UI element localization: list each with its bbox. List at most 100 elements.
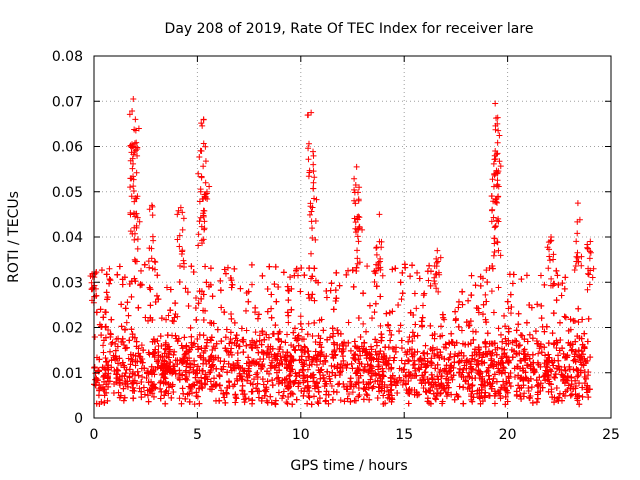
- data-point: [272, 322, 279, 329]
- data-point: [369, 315, 376, 322]
- data-point: [249, 281, 256, 288]
- data-point: [460, 352, 467, 359]
- data-point: [549, 330, 556, 337]
- data-point: [483, 267, 490, 274]
- data-point: [288, 390, 295, 397]
- data-point: [134, 368, 141, 375]
- data-point: [98, 332, 105, 339]
- data-point: [486, 376, 493, 383]
- data-point: [541, 344, 548, 351]
- data-point: [484, 330, 491, 337]
- data-point: [372, 348, 379, 355]
- data-point: [541, 281, 548, 288]
- data-point: [416, 356, 423, 363]
- data-point: [103, 289, 110, 296]
- data-point: [524, 338, 531, 345]
- data-point: [280, 388, 287, 395]
- data-point: [477, 395, 484, 402]
- data-point: [433, 385, 440, 392]
- data-point: [374, 394, 381, 401]
- data-point: [511, 374, 518, 381]
- data-point: [149, 390, 156, 397]
- data-point: [477, 273, 484, 280]
- data-point: [396, 365, 403, 372]
- data-point: [228, 339, 235, 346]
- data-point: [209, 293, 216, 300]
- data-point: [347, 375, 354, 382]
- data-point: [245, 298, 252, 305]
- data-point: [482, 291, 489, 298]
- data-point: [268, 399, 275, 406]
- data-point: [553, 384, 560, 391]
- data-point: [238, 325, 245, 332]
- data-point: [313, 361, 320, 368]
- data-point: [437, 333, 444, 340]
- data-point: [162, 400, 169, 407]
- data-point: [393, 344, 400, 351]
- data-point: [584, 286, 591, 293]
- grid: [94, 56, 611, 418]
- data-point: [100, 342, 107, 349]
- data-point: [451, 396, 458, 403]
- data-point: [154, 337, 161, 344]
- data-point: [304, 366, 311, 373]
- data-point: [575, 347, 582, 354]
- data-point: [550, 341, 557, 348]
- data-point: [268, 305, 275, 312]
- data-point: [261, 387, 268, 394]
- data-point: [196, 400, 203, 407]
- data-point: [306, 295, 313, 302]
- data-point: [300, 336, 307, 343]
- data-point: [403, 351, 410, 358]
- data-point: [399, 381, 406, 388]
- data-point: [207, 265, 214, 272]
- data-point: [194, 393, 201, 400]
- data-point: [372, 300, 379, 307]
- data-point: [311, 297, 318, 304]
- data-point: [128, 356, 135, 363]
- data-point: [253, 338, 260, 345]
- data-point: [107, 334, 114, 341]
- data-point: [472, 367, 479, 374]
- data-point: [553, 345, 560, 352]
- data-point: [207, 378, 214, 385]
- data-point: [407, 273, 414, 280]
- data-point: [259, 376, 266, 383]
- data-point: [537, 272, 544, 279]
- data-point: [263, 397, 270, 404]
- data-point: [381, 388, 388, 395]
- data-point: [221, 266, 228, 273]
- data-point: [125, 355, 132, 362]
- data-point: [282, 339, 289, 346]
- data-point: [405, 358, 412, 365]
- data-point: [488, 288, 495, 295]
- data-point: [139, 373, 146, 380]
- data-point: [122, 370, 129, 377]
- data-point: [585, 315, 592, 322]
- data-point: [474, 390, 481, 397]
- data-point: [587, 354, 594, 361]
- data-point: [414, 269, 421, 276]
- data-point: [528, 384, 535, 391]
- data-point: [414, 332, 421, 339]
- data-point: [490, 309, 497, 316]
- data-point: [337, 397, 344, 404]
- data-point: [419, 302, 426, 309]
- data-point: [327, 378, 334, 385]
- data-point: [375, 371, 382, 378]
- data-point: [490, 375, 497, 382]
- data-point: [176, 278, 183, 285]
- data-point: [295, 332, 302, 339]
- data-point: [181, 334, 188, 341]
- data-point: [163, 316, 170, 323]
- data-point: [371, 278, 378, 285]
- data-point: [484, 279, 491, 286]
- data-point: [163, 284, 170, 291]
- data-point: [515, 310, 522, 317]
- data-point: [334, 381, 341, 388]
- data-point: [228, 345, 235, 352]
- data-point: [227, 329, 234, 336]
- data-point: [526, 331, 533, 338]
- data-point: [519, 332, 526, 339]
- data-point: [360, 320, 367, 327]
